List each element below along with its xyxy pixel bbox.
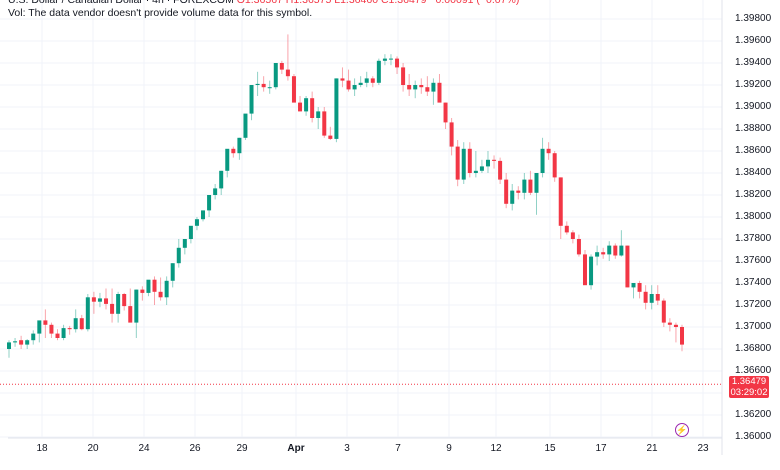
- price-tick-label: 1.38200: [735, 189, 772, 200]
- time-tick-label: 9: [446, 443, 452, 454]
- price-tick-label: 1.37400: [735, 277, 772, 288]
- price-tick-label: 1.39600: [735, 35, 772, 46]
- time-tick-label: 24: [138, 443, 150, 454]
- time-tick-label: Apr: [287, 443, 305, 454]
- price-tick-label: 1.36000: [735, 431, 772, 442]
- time-tick-label: 21: [646, 443, 658, 454]
- time-tick-label: 15: [544, 443, 556, 454]
- ohlc-values: O1.36567 H1.36575 L1.36460 C1.36479 −0.0…: [236, 0, 520, 6]
- price-tick-label: 1.38800: [735, 123, 772, 134]
- flash-icon[interactable]: ⚡: [675, 423, 689, 437]
- symbol-title: U.S. Dollar / Canadian Dollar · 4h · FOR…: [8, 0, 234, 6]
- current-price-tag: 1.36479 03:29:02: [729, 376, 769, 398]
- time-tick-label: 29: [236, 443, 248, 454]
- time-tick-label: 12: [490, 443, 502, 454]
- time-tick-label: 17: [595, 443, 607, 454]
- time-tick-label: 7: [395, 443, 401, 454]
- price-tick-label: 1.36200: [735, 409, 772, 420]
- time-tick-label: 20: [87, 443, 99, 454]
- chart-legend: U.S. Dollar / Canadian Dollar · 4h · FOR…: [8, 0, 519, 7]
- bar-countdown: 03:29:02: [730, 387, 768, 398]
- price-tick-label: 1.36600: [735, 365, 772, 376]
- price-tick-label: 1.38000: [735, 211, 772, 222]
- time-tick-label: 23: [697, 443, 709, 454]
- price-tick-label: 1.37000: [735, 321, 772, 332]
- price-tick-label: 1.39800: [735, 13, 772, 24]
- price-tick-label: 1.38600: [735, 145, 772, 156]
- time-tick-label: 26: [189, 443, 201, 454]
- price-tick-label: 1.39200: [735, 79, 772, 90]
- time-tick-label: 3: [344, 443, 350, 454]
- price-tick-label: 1.37800: [735, 233, 772, 244]
- price-tick-label: 1.39000: [735, 101, 772, 112]
- price-tick-label: 1.36800: [735, 343, 772, 354]
- price-tick-label: 1.39400: [735, 57, 772, 68]
- price-tick-label: 1.37600: [735, 255, 772, 266]
- volume-note: Vol: The data vendor doesn't provide vol…: [8, 7, 313, 19]
- time-tick-label: 18: [36, 443, 48, 454]
- price-tick-label: 1.38400: [735, 167, 772, 178]
- current-price: 1.36479: [731, 376, 767, 387]
- price-tick-label: 1.37200: [735, 299, 772, 310]
